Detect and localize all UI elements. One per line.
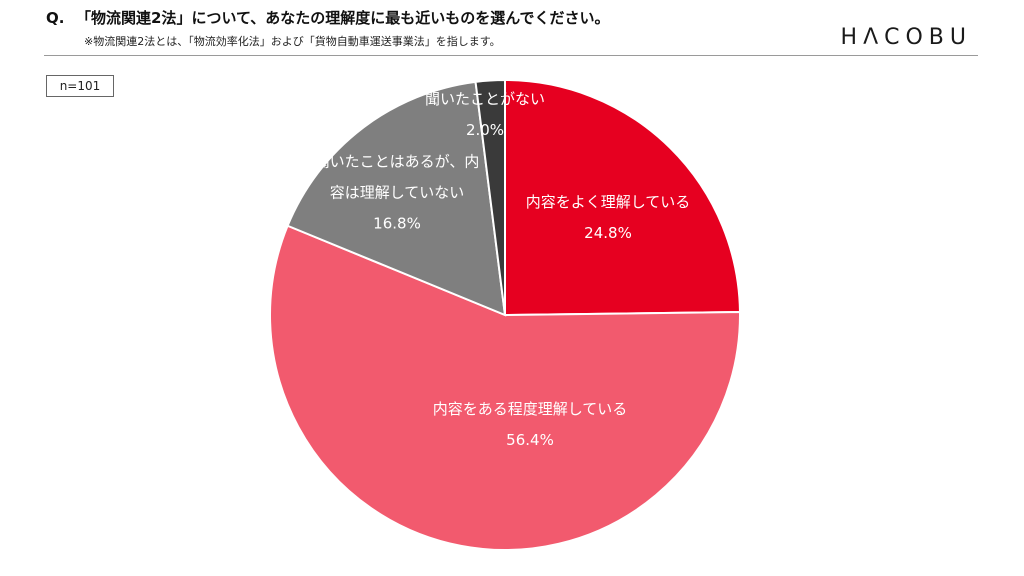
pie-slices [269,78,741,551]
pie-slice-3 [474,78,506,316]
question-text: 「物流関連2法」について、あなたの理解度に最も近いものを選んでください。 [76,9,610,27]
sample-size-badge: n=101 [46,75,114,97]
pie-slice-1 [269,224,741,551]
pie-slice-0 [504,78,741,317]
slice-category-label-0: 内容をよく理解している [526,193,691,211]
slice-value-label-1: 56.4% [506,431,554,449]
question-mark: Q. [46,9,65,27]
question-line: Q. 「物流関連2法」について、あなたの理解度に最も近いものを選んでください。 [46,7,610,28]
question-note: ※物流関連2法とは、「物流効率化法」および「貨物自動車運送事業法」を指します。 [84,35,501,48]
slice-category-label-2: 聞いたことはあるが、内 [315,153,480,171]
slice-category-label-1: 内容をある程度理解している [433,400,628,418]
slice-category-label-3: 聞いたことがない [425,90,545,108]
pie-labels: 内容をよく理解している 24.8% 内容をある程度理解している 56.4% 聞いたことは… [315,90,691,449]
pie-slice-2 [286,80,507,317]
slice-value-label-0: 24.8% [584,224,632,242]
slice-value-label-2: 16.8% [373,215,421,233]
brand-logo: HΛCOBU [840,25,972,50]
slice-value-label-3: 2.0% [466,121,504,139]
header-divider [44,55,978,56]
slice-category-label-2: 容は理解していない [330,184,465,202]
